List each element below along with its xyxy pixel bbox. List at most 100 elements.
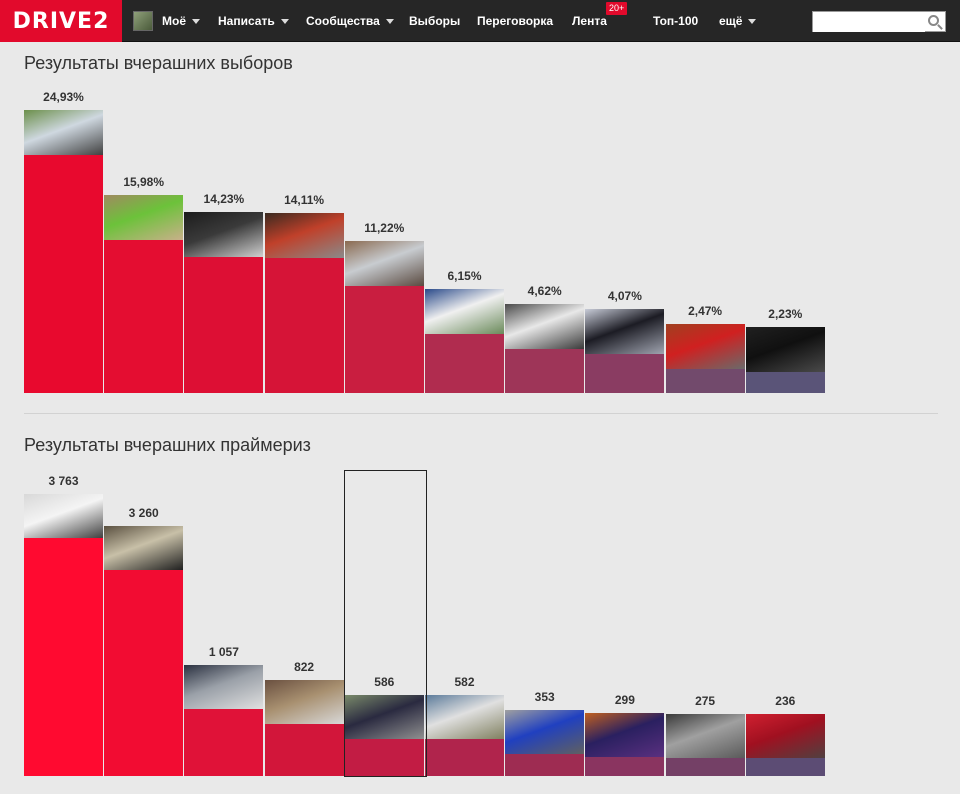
bar-fill [344,738,424,776]
car-photo[interactable] [745,326,825,372]
car-photo[interactable] [745,714,825,758]
bar-value-label: 14,11% [284,193,325,208]
nav-item-2[interactable]: Сообщества [306,0,394,42]
bar-value-label: 3 260 [128,505,159,520]
elections-bar-4[interactable]: 11,22% [344,90,424,393]
bar-fill [665,758,745,776]
bar-value-label: 24,93% [43,90,84,104]
bar-fill [425,334,504,393]
bar-fill [505,753,585,776]
car-photo[interactable] [344,694,424,739]
primaries-title: Результаты вчерашних праймериз [24,435,311,455]
primaries-bar-1[interactable]: 3 260 [104,470,184,776]
nav-item-label: Сообщества [306,14,380,28]
chevron-down-icon [192,18,200,24]
bar-fill [585,354,665,393]
car-photo[interactable] [344,240,424,286]
elections-bar-3[interactable]: 14,11% [264,90,344,393]
elections-bar-6[interactable]: 4,62% [505,90,585,393]
chevron-down-icon [748,18,757,24]
bar-fill [344,285,424,393]
nav-item-label: ещё [719,14,743,28]
primaries-bar-9[interactable]: 236 [745,470,825,776]
primaries-bar-7[interactable]: 299 [585,470,665,776]
bar-value-label: 353 [534,689,555,704]
bar-fill [104,240,184,393]
search-icon[interactable] [928,15,939,26]
chevron-down-icon [385,18,394,24]
bar-fill [745,371,825,393]
car-photo[interactable] [425,695,504,740]
nav-item-3[interactable]: Выборы [409,0,460,42]
car-photo[interactable] [264,680,344,725]
elections-bar-5[interactable]: 6,15% [425,90,504,393]
bar-fill [264,258,344,393]
bar-fill [24,155,103,393]
user-avatar[interactable] [133,11,153,31]
car-photo[interactable] [585,713,665,758]
bar-value-label: 15,98% [123,175,165,190]
bar-value-label: 2,47% [688,304,723,319]
highlighted-bar-frame [343,470,427,777]
bar-value-label: 822 [294,660,315,675]
elections-chart: 24,93% 15,98% 14,23% 14,11% 11,22% 6,15% 4,62%… [24,90,834,393]
nav-item-1[interactable]: Написать [218,0,289,42]
car-photo[interactable] [104,195,184,241]
car-photo[interactable] [425,289,504,335]
bar-fill [745,758,825,776]
bar-value-label: 4,62% [527,283,562,298]
elections-bar-2[interactable]: 14,23% [184,90,264,393]
bar-fill [585,757,665,776]
bar-fill [264,724,344,776]
bar-value-label: 236 [775,694,796,708]
primaries-bar-6[interactable]: 353 [505,470,585,776]
car-photo[interactable] [665,714,745,758]
primaries-bar-5[interactable]: 582 [425,470,504,776]
car-photo[interactable] [505,709,585,754]
bar-value-label: 3 763 [48,474,79,488]
elections-bar-7[interactable]: 4,07% [585,90,665,393]
bar-fill [184,709,264,776]
nav-item-4[interactable]: Переговорка [477,0,553,42]
nav-item-5[interactable]: Лента [572,0,607,42]
primaries-bar-3[interactable]: 822 [264,470,344,776]
nav-item-7[interactable]: ещё [719,0,757,42]
top-navbar: DRIVE2 Моё Написать Сообщества Выборы Перего… [0,0,960,42]
primaries-bar-0[interactable]: 3 763 [24,470,103,776]
car-photo[interactable] [184,665,264,710]
bar-value-label: 11,22% [364,220,405,235]
car-photo[interactable] [184,212,264,258]
car-photo[interactable] [585,309,665,355]
primaries-bar-2[interactable]: 1 057 [184,470,264,776]
car-photo[interactable] [505,303,585,349]
drive2-logo[interactable]: DRIVE2 [0,0,122,42]
elections-bar-9[interactable]: 2,23% [745,90,825,393]
primaries-bar-4[interactable]: 586 [344,470,424,776]
bar-value-label: 14,23% [203,192,245,207]
car-photo[interactable] [24,494,103,538]
elections-bar-8[interactable]: 2,47% [665,90,745,393]
car-photo[interactable] [665,324,745,370]
bar-fill [184,257,264,393]
section-divider [24,413,938,414]
bar-value-label: 1 057 [208,645,239,660]
nav-item-6[interactable]: Топ-100 [653,0,698,42]
primaries-bar-8[interactable]: 275 [665,470,745,776]
bar-fill [665,369,745,393]
car-photo[interactable] [104,525,184,570]
lenta-badge: 20+ [606,2,628,15]
bar-value-label: 275 [695,694,716,708]
nav-item-0[interactable]: Моё [162,0,200,42]
elections-title: Результаты вчерашних выборов [24,53,293,73]
car-photo[interactable] [264,213,344,259]
nav-item-label: Выборы [409,14,461,28]
elections-bar-0[interactable]: 24,93% [24,90,103,393]
bar-value-label: 582 [454,675,475,690]
car-photo[interactable] [24,110,103,155]
bar-fill [24,538,103,776]
bar-fill [505,348,585,393]
bar-value-label: 6,15% [447,269,482,284]
search-input[interactable] [813,12,925,32]
elections-bar-1[interactable]: 15,98% [104,90,184,393]
search-box [812,11,946,32]
